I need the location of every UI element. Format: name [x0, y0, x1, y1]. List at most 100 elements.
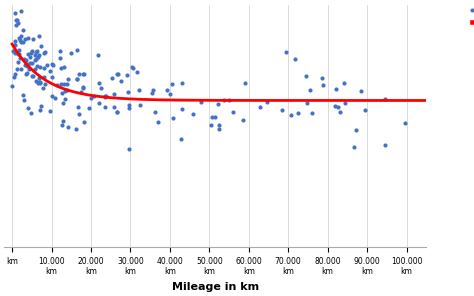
Point [33, 78, 40, 83]
Point [14, 51, 21, 56]
Point [167, 92, 174, 97]
Point [57, 66, 64, 71]
Point [11, 11, 19, 16]
Point [336, 109, 343, 114]
Point [35, 52, 43, 57]
Point [56, 48, 64, 53]
Point [110, 104, 118, 109]
Point [34, 54, 42, 59]
Point [283, 50, 290, 54]
Point [36, 80, 44, 85]
Point [10, 74, 18, 79]
Point [75, 111, 82, 116]
Point [48, 61, 55, 66]
Point [10, 49, 18, 53]
Point [31, 52, 39, 57]
Point [292, 56, 299, 61]
Point [32, 66, 39, 71]
Point [108, 76, 116, 81]
Point [256, 104, 264, 109]
Point [34, 49, 41, 53]
Point [18, 9, 25, 14]
Point [381, 143, 389, 147]
Point [154, 120, 162, 124]
Point [23, 57, 30, 62]
Point [61, 96, 69, 101]
Legend: , : , [468, 4, 474, 28]
Point [24, 52, 32, 57]
Point [36, 75, 43, 80]
Point [226, 97, 233, 102]
Point [17, 55, 24, 60]
Point [14, 21, 21, 25]
Point [148, 91, 156, 96]
Point [9, 84, 16, 89]
Point [123, 73, 131, 78]
Point [16, 48, 23, 52]
Point [9, 49, 16, 54]
Point [75, 71, 83, 76]
Point [96, 80, 103, 85]
Point [59, 123, 66, 128]
Point [32, 50, 40, 55]
Point [309, 111, 316, 115]
Point [61, 89, 68, 94]
Point [36, 107, 43, 112]
Point [110, 91, 118, 96]
Point [27, 61, 34, 65]
Point [48, 75, 55, 80]
Point [128, 65, 136, 70]
Point [31, 57, 38, 62]
Point [52, 96, 59, 100]
Point [97, 86, 105, 91]
Point [15, 52, 22, 57]
Point [18, 34, 25, 38]
Point [126, 105, 133, 110]
Point [42, 82, 49, 86]
Point [25, 67, 33, 71]
Point [63, 88, 70, 92]
Point [75, 104, 82, 109]
Point [208, 122, 215, 127]
Point [113, 109, 121, 114]
Point [118, 78, 125, 83]
Point [177, 137, 185, 141]
Point [381, 97, 389, 102]
Point [29, 74, 37, 79]
Point [85, 105, 93, 110]
Point [12, 17, 19, 22]
Point [21, 37, 29, 41]
Point [215, 123, 222, 128]
Point [80, 72, 88, 77]
Point [239, 118, 246, 123]
Point [35, 80, 42, 85]
Point [17, 38, 24, 43]
Point [332, 86, 339, 91]
Point [19, 28, 27, 33]
Point [114, 71, 122, 76]
Point [302, 74, 310, 78]
Point [40, 75, 48, 79]
Point [59, 118, 67, 123]
Point [263, 100, 271, 104]
Point [21, 62, 28, 67]
Point [178, 107, 185, 111]
Point [341, 101, 348, 105]
Point [60, 82, 68, 86]
Point [28, 60, 36, 65]
Point [73, 47, 81, 52]
Point [41, 65, 48, 70]
Point [14, 60, 21, 65]
Point [361, 108, 368, 112]
Point [37, 44, 45, 48]
Point [33, 57, 40, 62]
Point [23, 62, 30, 67]
Point [58, 91, 65, 96]
Point [211, 115, 219, 120]
Point [64, 76, 72, 81]
Point [303, 100, 310, 105]
Point [79, 72, 87, 76]
Point [102, 94, 109, 98]
Point [197, 99, 204, 104]
Point [229, 110, 237, 114]
